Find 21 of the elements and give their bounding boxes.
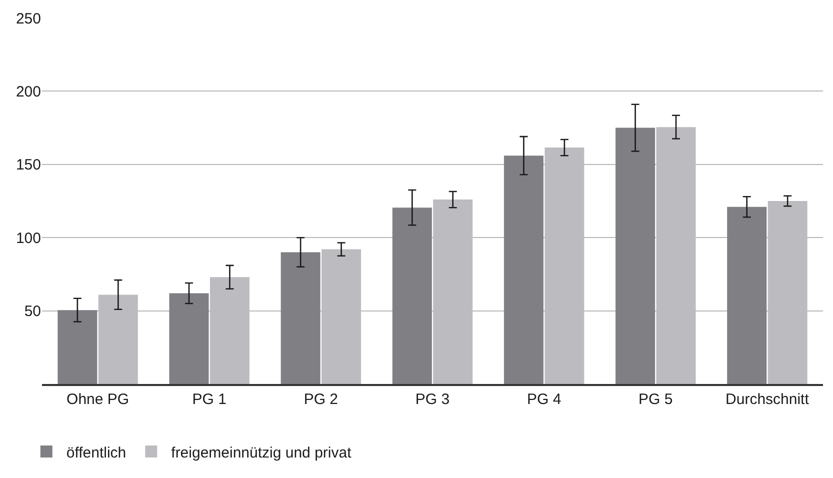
- bar: [727, 206, 767, 384]
- legend-label: freigemeinnützig und privat: [171, 444, 352, 462]
- x-tick-label: PG 5: [638, 390, 673, 408]
- bar: [58, 310, 98, 384]
- x-tick-label: Ohne PG: [66, 390, 130, 408]
- x-tick-label: PG 4: [526, 390, 562, 408]
- y-tick-label: 250: [16, 10, 41, 28]
- bar: [280, 252, 320, 384]
- bar: [169, 293, 209, 384]
- x-tick-label: PG 3: [415, 390, 450, 408]
- x-tick-label: Durchschnitt: [726, 390, 810, 408]
- y-tick-label: 200: [16, 83, 41, 100]
- bar: [392, 208, 432, 384]
- legend-label: öffentlich: [66, 444, 126, 462]
- bar: [504, 156, 544, 384]
- y-tick-label: 150: [16, 156, 41, 174]
- x-tick-label: PG 1: [192, 390, 226, 408]
- y-tick-label: 100: [16, 230, 41, 247]
- bar: [616, 128, 656, 384]
- x-tick-label: PG 2: [304, 390, 338, 408]
- y-tick-label: 50: [24, 303, 41, 320]
